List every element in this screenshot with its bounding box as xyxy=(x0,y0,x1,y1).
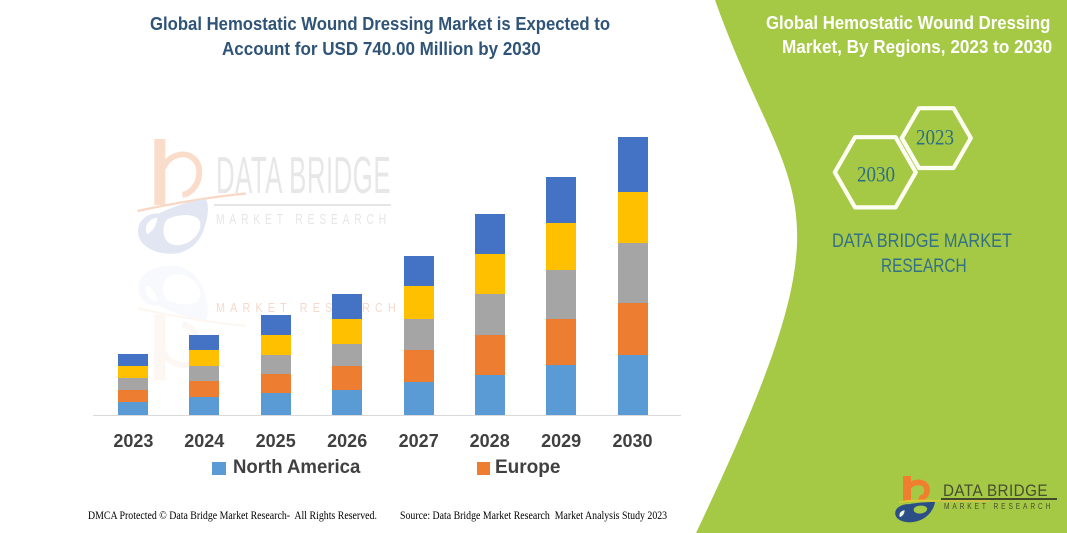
svg-text:2030: 2030 xyxy=(857,161,895,186)
svg-text:2023: 2023 xyxy=(916,125,954,150)
